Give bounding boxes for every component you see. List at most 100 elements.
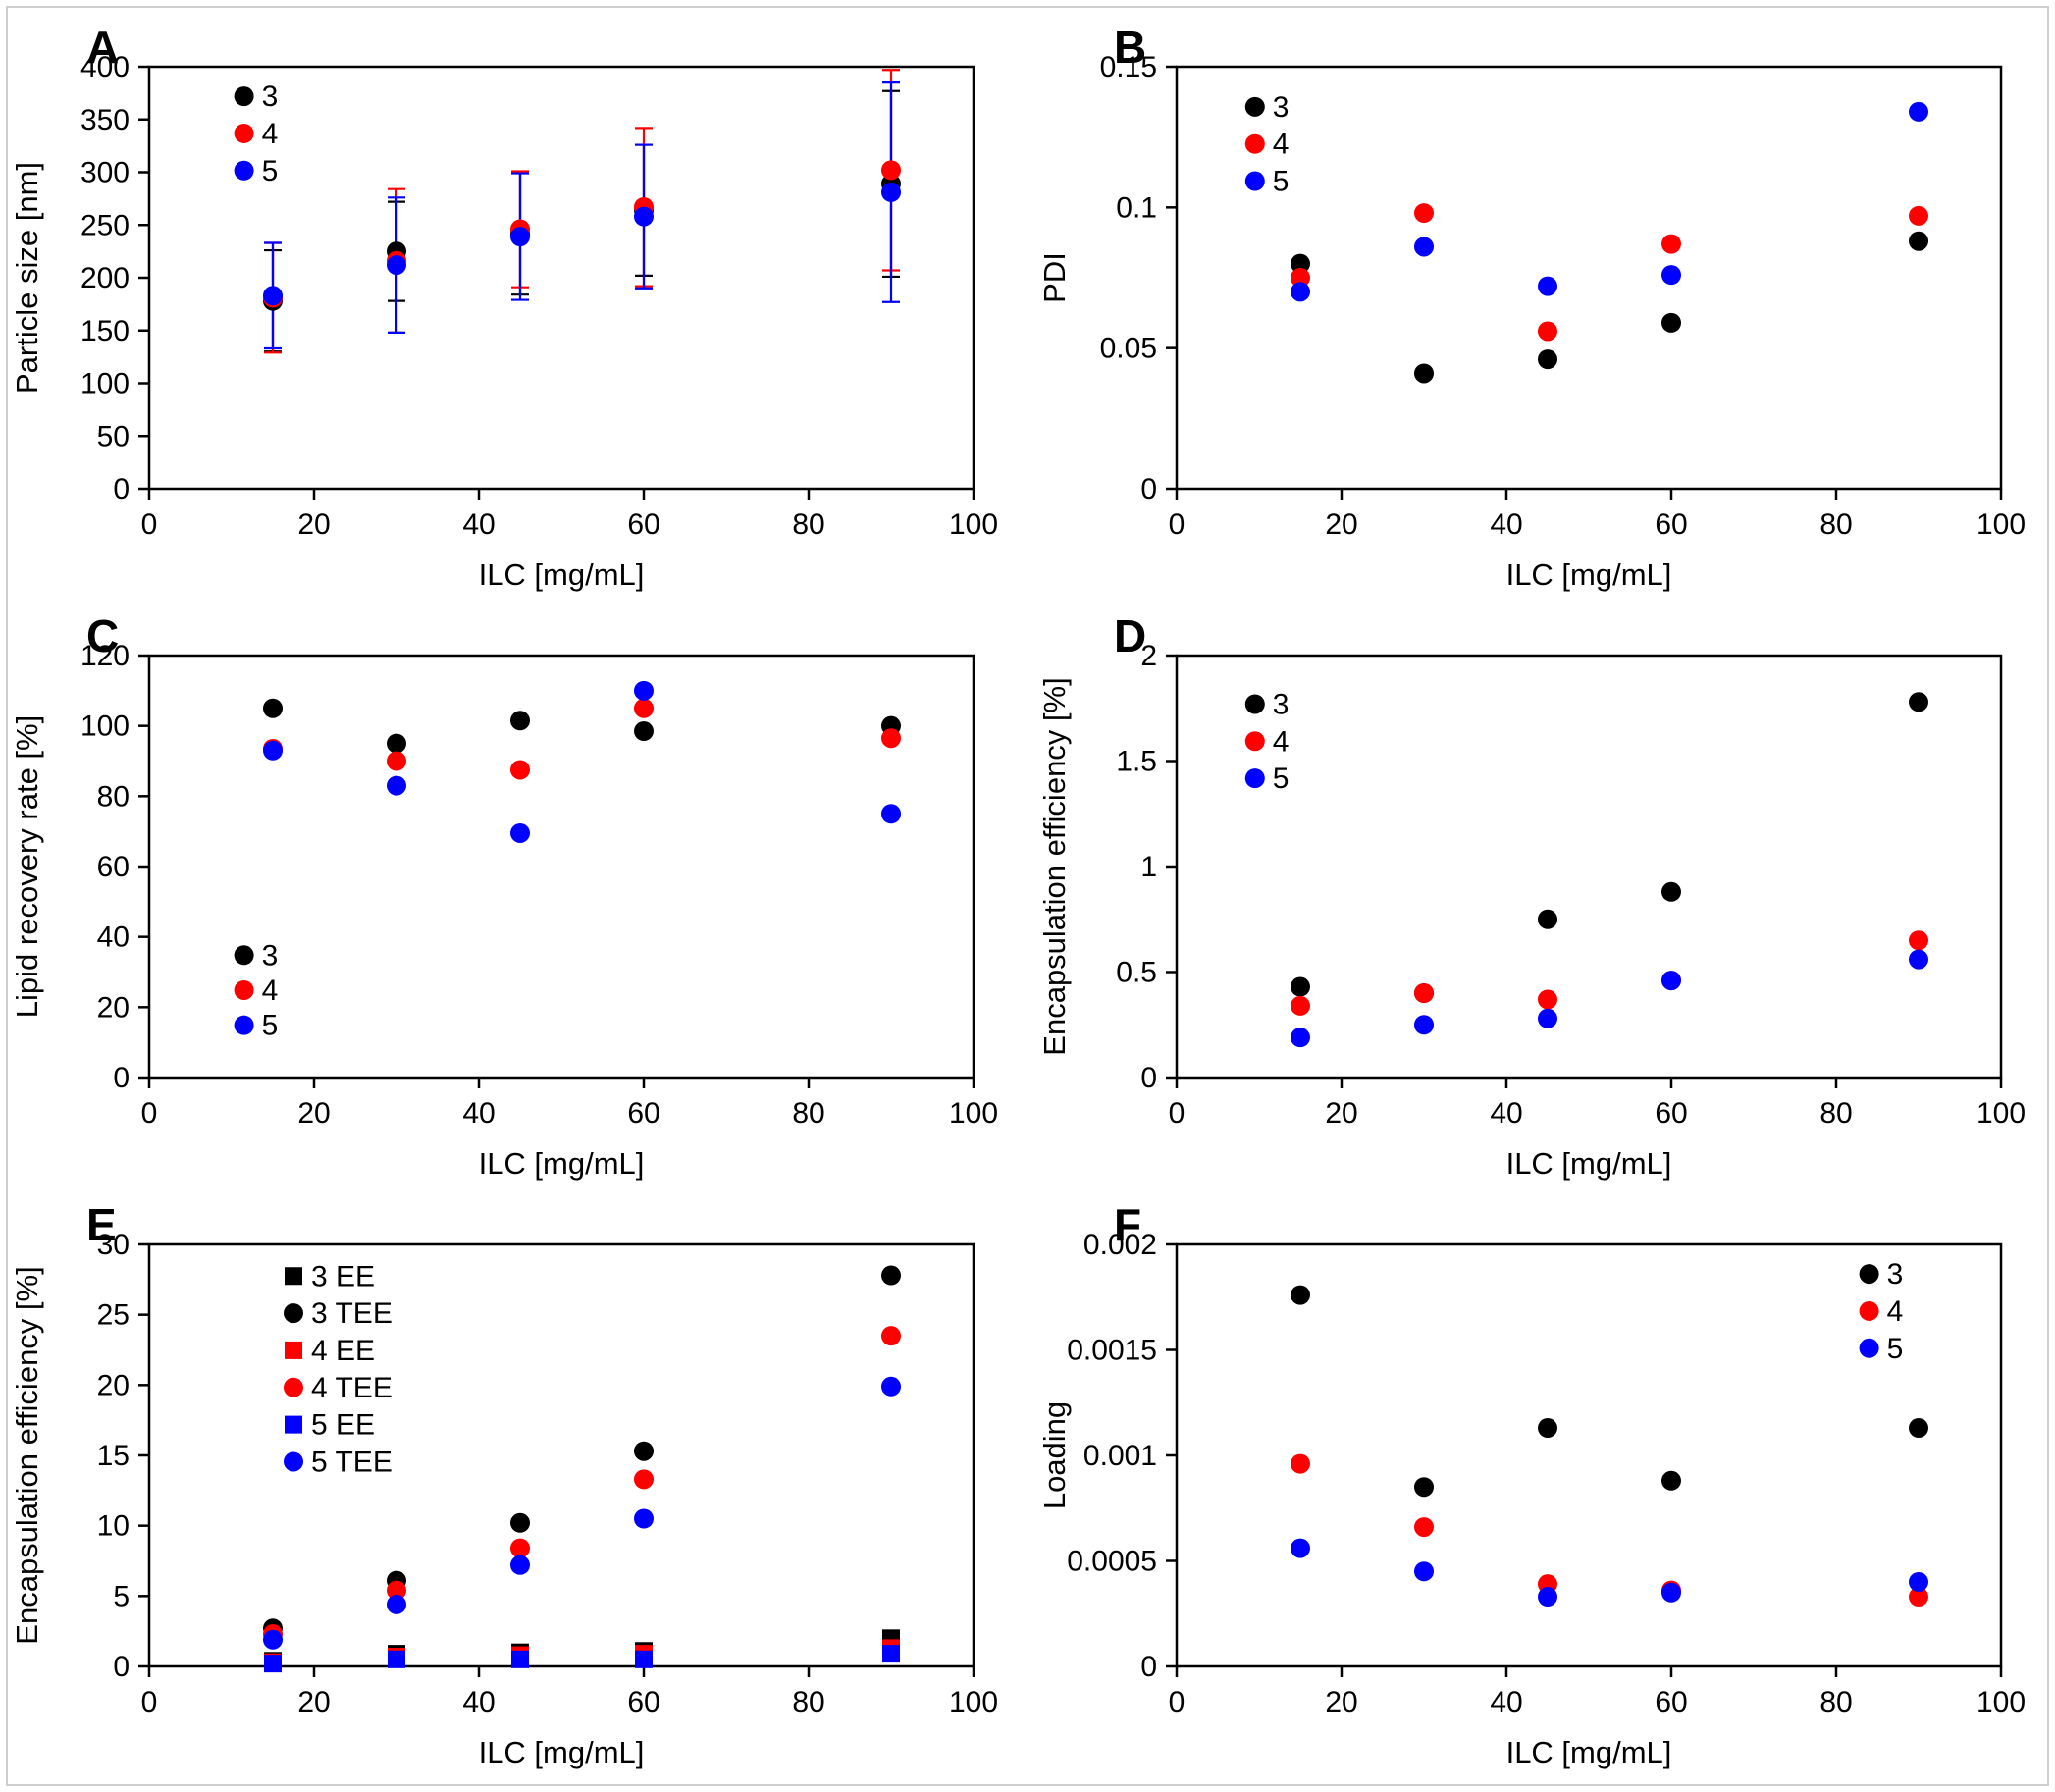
legend-marker	[1244, 694, 1265, 714]
legend-label: 3	[1887, 1258, 1904, 1291]
data-point-5	[1909, 101, 1928, 122]
panel-letter: B	[1114, 22, 1146, 73]
data-point-5	[1661, 971, 1681, 991]
panel-letter: C	[86, 610, 119, 661]
legend-label: 4	[262, 975, 279, 1007]
legend-marker	[1859, 1338, 1879, 1358]
legend-marker	[284, 1303, 303, 1324]
data-point-3	[1661, 881, 1681, 902]
data-point-4	[387, 751, 406, 771]
x-tick-label: 80	[1819, 1097, 1852, 1130]
x-tick-label: 100	[1976, 1686, 2026, 1718]
data-point-5	[634, 206, 654, 227]
y-tick-label: 0.05	[1100, 333, 1157, 365]
legend-label: 3 TEE	[311, 1297, 393, 1330]
legend-marker	[285, 1415, 302, 1434]
y-axis-label: Encapsulation efficiency [%]	[1037, 677, 1072, 1055]
data-point-5	[1661, 1582, 1681, 1603]
y-tick-label: 100	[80, 368, 130, 400]
data-point-3	[1538, 349, 1557, 370]
x-tick-label: 100	[949, 1686, 998, 1718]
y-tick-label: 0	[1140, 473, 1157, 505]
legend-marker	[1244, 171, 1265, 191]
x-tick-label: 60	[627, 1097, 659, 1130]
y-tick-label: 30	[97, 1229, 130, 1261]
data-point-5-ee	[882, 1645, 900, 1663]
x-axis-label: ILC [mg/mL]	[1506, 1735, 1672, 1769]
data-point-3-tee	[881, 1265, 901, 1286]
data-point-4-tee	[634, 1469, 654, 1490]
x-tick-label: 80	[1819, 1686, 1852, 1718]
data-point-5-tee	[634, 1508, 654, 1529]
y-tick-label: 150	[80, 315, 130, 347]
data-point-5	[881, 182, 901, 202]
data-point-5	[1538, 276, 1557, 296]
x-tick-label: 0	[141, 508, 158, 541]
panel-letter: A	[86, 22, 119, 73]
x-tick-label: 40	[1490, 1097, 1522, 1130]
y-tick-label: 1.5	[1116, 746, 1157, 778]
x-tick-label: 100	[949, 508, 998, 541]
data-point-5-tee	[510, 1555, 530, 1575]
data-point-4	[1414, 203, 1434, 224]
data-point-5	[1291, 282, 1310, 302]
panel-letter: E	[86, 1199, 117, 1250]
data-point-5-ee	[511, 1650, 529, 1668]
legend-label: 3 EE	[311, 1260, 375, 1292]
x-tick-label: 20	[1325, 508, 1357, 541]
data-point-5	[1414, 1015, 1434, 1035]
x-tick-label: 0	[141, 1686, 158, 1718]
x-axis-label: ILC [mg/mL]	[1506, 557, 1672, 592]
x-tick-label: 20	[297, 1097, 330, 1130]
data-point-4	[1291, 1453, 1310, 1474]
x-tick-label: 100	[1976, 1097, 2026, 1130]
y-tick-label: 1	[1140, 851, 1157, 883]
x-axis-label: ILC [mg/mL]	[1506, 1146, 1672, 1181]
data-point-4	[1414, 983, 1434, 1003]
legend-marker	[234, 945, 254, 966]
y-tick-label: 10	[97, 1510, 130, 1543]
data-point-5	[1538, 1008, 1557, 1028]
legend-label: 5	[1273, 166, 1290, 198]
panel-c-lipid-recovery: C 0 20 40 60 80 100 0 20 40 60 80 100 120 ILC [mg/mL] L…	[0, 599, 1028, 1187]
data-point-4	[1291, 268, 1310, 288]
panel-d-encapsulation-efficiency: D 0 20 40 60 80 100 0 0.5 1 1.5 2 ILC [mg/mL] Encapsu…	[1028, 599, 2055, 1187]
data-point-4	[1909, 930, 1928, 951]
x-tick-label: 100	[1976, 508, 2026, 541]
legend-label: 3	[1273, 91, 1290, 124]
y-axis-label: Encapsulation efficiency [%]	[10, 1266, 44, 1644]
data-point-5	[1909, 1572, 1928, 1592]
legend-label: 5	[262, 1010, 279, 1042]
y-tick-label: 300	[80, 157, 130, 189]
figure-border	[6, 6, 2049, 1786]
x-tick-label: 80	[792, 1686, 824, 1718]
data-point-4	[1909, 205, 1928, 226]
y-tick-label: 2	[1140, 640, 1157, 672]
x-tick-label: 60	[1655, 508, 1687, 541]
x-tick-label: 80	[792, 1097, 824, 1130]
x-tick-label: 20	[1325, 1686, 1357, 1718]
panel-f-loading: F 0 20 40 60 80 100 0 0.0005 0.001 0.0015 0.002 ILC …	[1028, 1187, 2055, 1776]
y-tick-label: 15	[97, 1440, 130, 1472]
legend-marker	[1244, 96, 1265, 117]
y-tick-label: 0	[113, 1062, 130, 1094]
y-tick-label: 0.002	[1083, 1229, 1157, 1261]
x-tick-label: 40	[1490, 508, 1522, 541]
y-tick-label: 5	[113, 1580, 130, 1612]
data-point-5	[263, 740, 283, 761]
y-tick-label: 0	[1140, 1651, 1157, 1683]
x-axis-label: ILC [mg/mL]	[479, 1735, 645, 1769]
y-tick-label: 0	[113, 473, 130, 505]
y-tick-label: 0.15	[1100, 51, 1157, 83]
y-axis-label: Loading	[1037, 1401, 1072, 1509]
x-tick-label: 80	[792, 508, 824, 541]
data-point-3	[1661, 1470, 1681, 1491]
data-point-3	[1414, 363, 1434, 384]
x-tick-label: 20	[297, 1686, 330, 1718]
x-tick-label: 0	[141, 1097, 158, 1130]
y-tick-label: 200	[80, 262, 130, 294]
legend-marker	[234, 123, 254, 143]
legend-label: 3	[262, 80, 279, 113]
data-point-5	[510, 227, 530, 247]
legend-label: 5 EE	[311, 1409, 375, 1442]
